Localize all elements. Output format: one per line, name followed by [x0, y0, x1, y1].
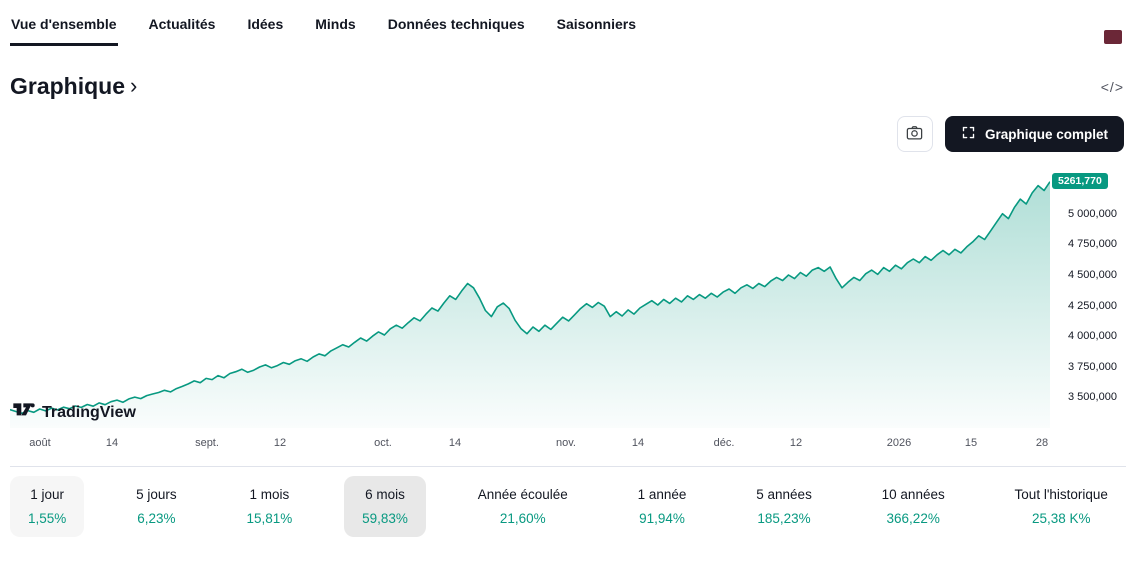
tradingview-logo-text: TradingView	[42, 403, 136, 421]
y-axis-label: 4 000,000	[1068, 330, 1117, 343]
period-button-1-mois[interactable]: 1 mois 15,81%	[228, 476, 310, 537]
x-axis-label: oct.	[374, 437, 392, 449]
tab-bar: Vue d'ensemble Actualités Idées Minds Donnée…	[0, 0, 1136, 46]
y-axis-label: 3 750,000	[1068, 360, 1117, 373]
period-change-value: 366,22%	[886, 511, 940, 526]
chart-canvas[interactable]	[10, 166, 1050, 428]
x-axis-label: août	[29, 437, 51, 449]
page-title-text: Graphique	[10, 73, 126, 99]
x-axis-label: 15	[964, 437, 978, 449]
tab-idees[interactable]: Idées	[247, 16, 284, 32]
period-label: Tout l'historique	[1014, 487, 1108, 502]
period-button-1-jour[interactable]: 1 jour 1,55%	[10, 476, 85, 537]
x-axis-label: 12	[273, 437, 287, 449]
period-button-5-annees[interactable]: 5 années 185,23%	[738, 476, 830, 537]
period-button-5-jours[interactable]: 5 jours 6,23%	[118, 476, 195, 537]
period-label: 6 mois	[365, 487, 405, 502]
y-axis-label: 4 750,000	[1068, 238, 1117, 251]
x-axis-label: 14	[448, 437, 462, 449]
period-button-1-annee[interactable]: 1 année 91,94%	[620, 476, 705, 537]
period-change-value: 185,23%	[757, 511, 811, 526]
tab-actualites[interactable]: Actualités	[148, 16, 216, 32]
tradingview-logo-icon	[12, 401, 36, 424]
y-axis-label: 4 500,000	[1068, 268, 1117, 281]
full-chart-button[interactable]: Graphique complet	[944, 116, 1124, 152]
period-label: 5 jours	[136, 487, 177, 502]
x-axis-label: 14	[631, 437, 645, 449]
y-axis-label: 4 250,000	[1068, 299, 1117, 312]
period-label: 10 années	[881, 487, 945, 502]
x-axis-label: nov.	[556, 437, 576, 449]
y-axis-label: 5 000,000	[1068, 207, 1117, 220]
period-change-value: 1,55%	[28, 511, 67, 526]
chart-area-fill	[10, 181, 1050, 428]
x-axis-label: sept.	[195, 437, 219, 449]
code-icon[interactable]: </>	[1100, 78, 1124, 95]
tab-donnees-techniques[interactable]: Données techniques	[387, 16, 525, 32]
heading-row: Graphique › </>	[10, 73, 1124, 100]
x-axis-label: 2026	[886, 437, 912, 449]
full-chart-label: Graphique complet	[984, 126, 1108, 142]
x-axis-label: 28	[1035, 437, 1049, 449]
y-axis-label: 3 500,000	[1068, 391, 1117, 404]
period-button-tout-l-historique[interactable]: Tout l'historique 25,38 K%	[997, 476, 1126, 537]
period-label: 1 mois	[249, 487, 290, 502]
period-selector: 1 jour 1,55% 5 jours 6,23% 1 mois 15,81% 6 moi…	[10, 476, 1126, 537]
x-axis-label: déc.	[713, 437, 735, 449]
y-axis: 5 000,000 4 750,000 4 500,000 4 250,000 4 00…	[1052, 166, 1126, 428]
price-chart[interactable]: 5 000,000 4 750,000 4 500,000 4 250,000 4 00…	[10, 166, 1126, 428]
scroll-indicator	[1104, 30, 1122, 44]
last-price-badge: 5261,770	[1052, 172, 1108, 189]
period-label: Année écoulée	[477, 487, 568, 502]
x-axis-label: 12	[789, 437, 803, 449]
period-change-value: 25,38 K%	[1031, 511, 1091, 526]
period-label: 1 jour	[30, 487, 65, 502]
chart-toolbar: Graphique complet	[10, 116, 1124, 152]
period-label: 1 année	[637, 487, 687, 502]
period-button-6-mois[interactable]: 6 mois 59,83%	[344, 476, 426, 537]
fullscreen-icon	[961, 125, 976, 143]
period-label: 5 années	[756, 487, 812, 502]
tradingview-attribution[interactable]: TradingView	[12, 401, 136, 424]
period-button-annee-ecoulee[interactable]: Année écoulée 21,60%	[460, 476, 586, 537]
page-title[interactable]: Graphique ›	[10, 73, 137, 100]
period-change-value: 59,83%	[362, 511, 408, 526]
camera-button[interactable]	[896, 116, 933, 152]
chart-line	[10, 181, 1050, 415]
tab-minds[interactable]: Minds	[315, 16, 356, 32]
tab-saisonniers[interactable]: Saisonniers	[556, 16, 636, 32]
divider	[10, 466, 1126, 467]
x-axis: août 14 sept. 12 oct. 14 nov. 14 déc. 12 2026 15 28	[10, 428, 1126, 454]
period-change-value: 6,23%	[137, 511, 176, 526]
period-change-value: 21,60%	[499, 511, 546, 526]
period-button-10-annees[interactable]: 10 années 366,22%	[864, 476, 963, 537]
period-change-value: 91,94%	[639, 511, 685, 526]
camera-icon	[905, 123, 924, 145]
chevron-right-icon: ›	[130, 72, 138, 98]
period-change-value: 15,81%	[246, 511, 293, 526]
x-axis-label: 14	[105, 437, 119, 449]
tab-vue-d-ensemble[interactable]: Vue d'ensemble	[10, 16, 118, 46]
